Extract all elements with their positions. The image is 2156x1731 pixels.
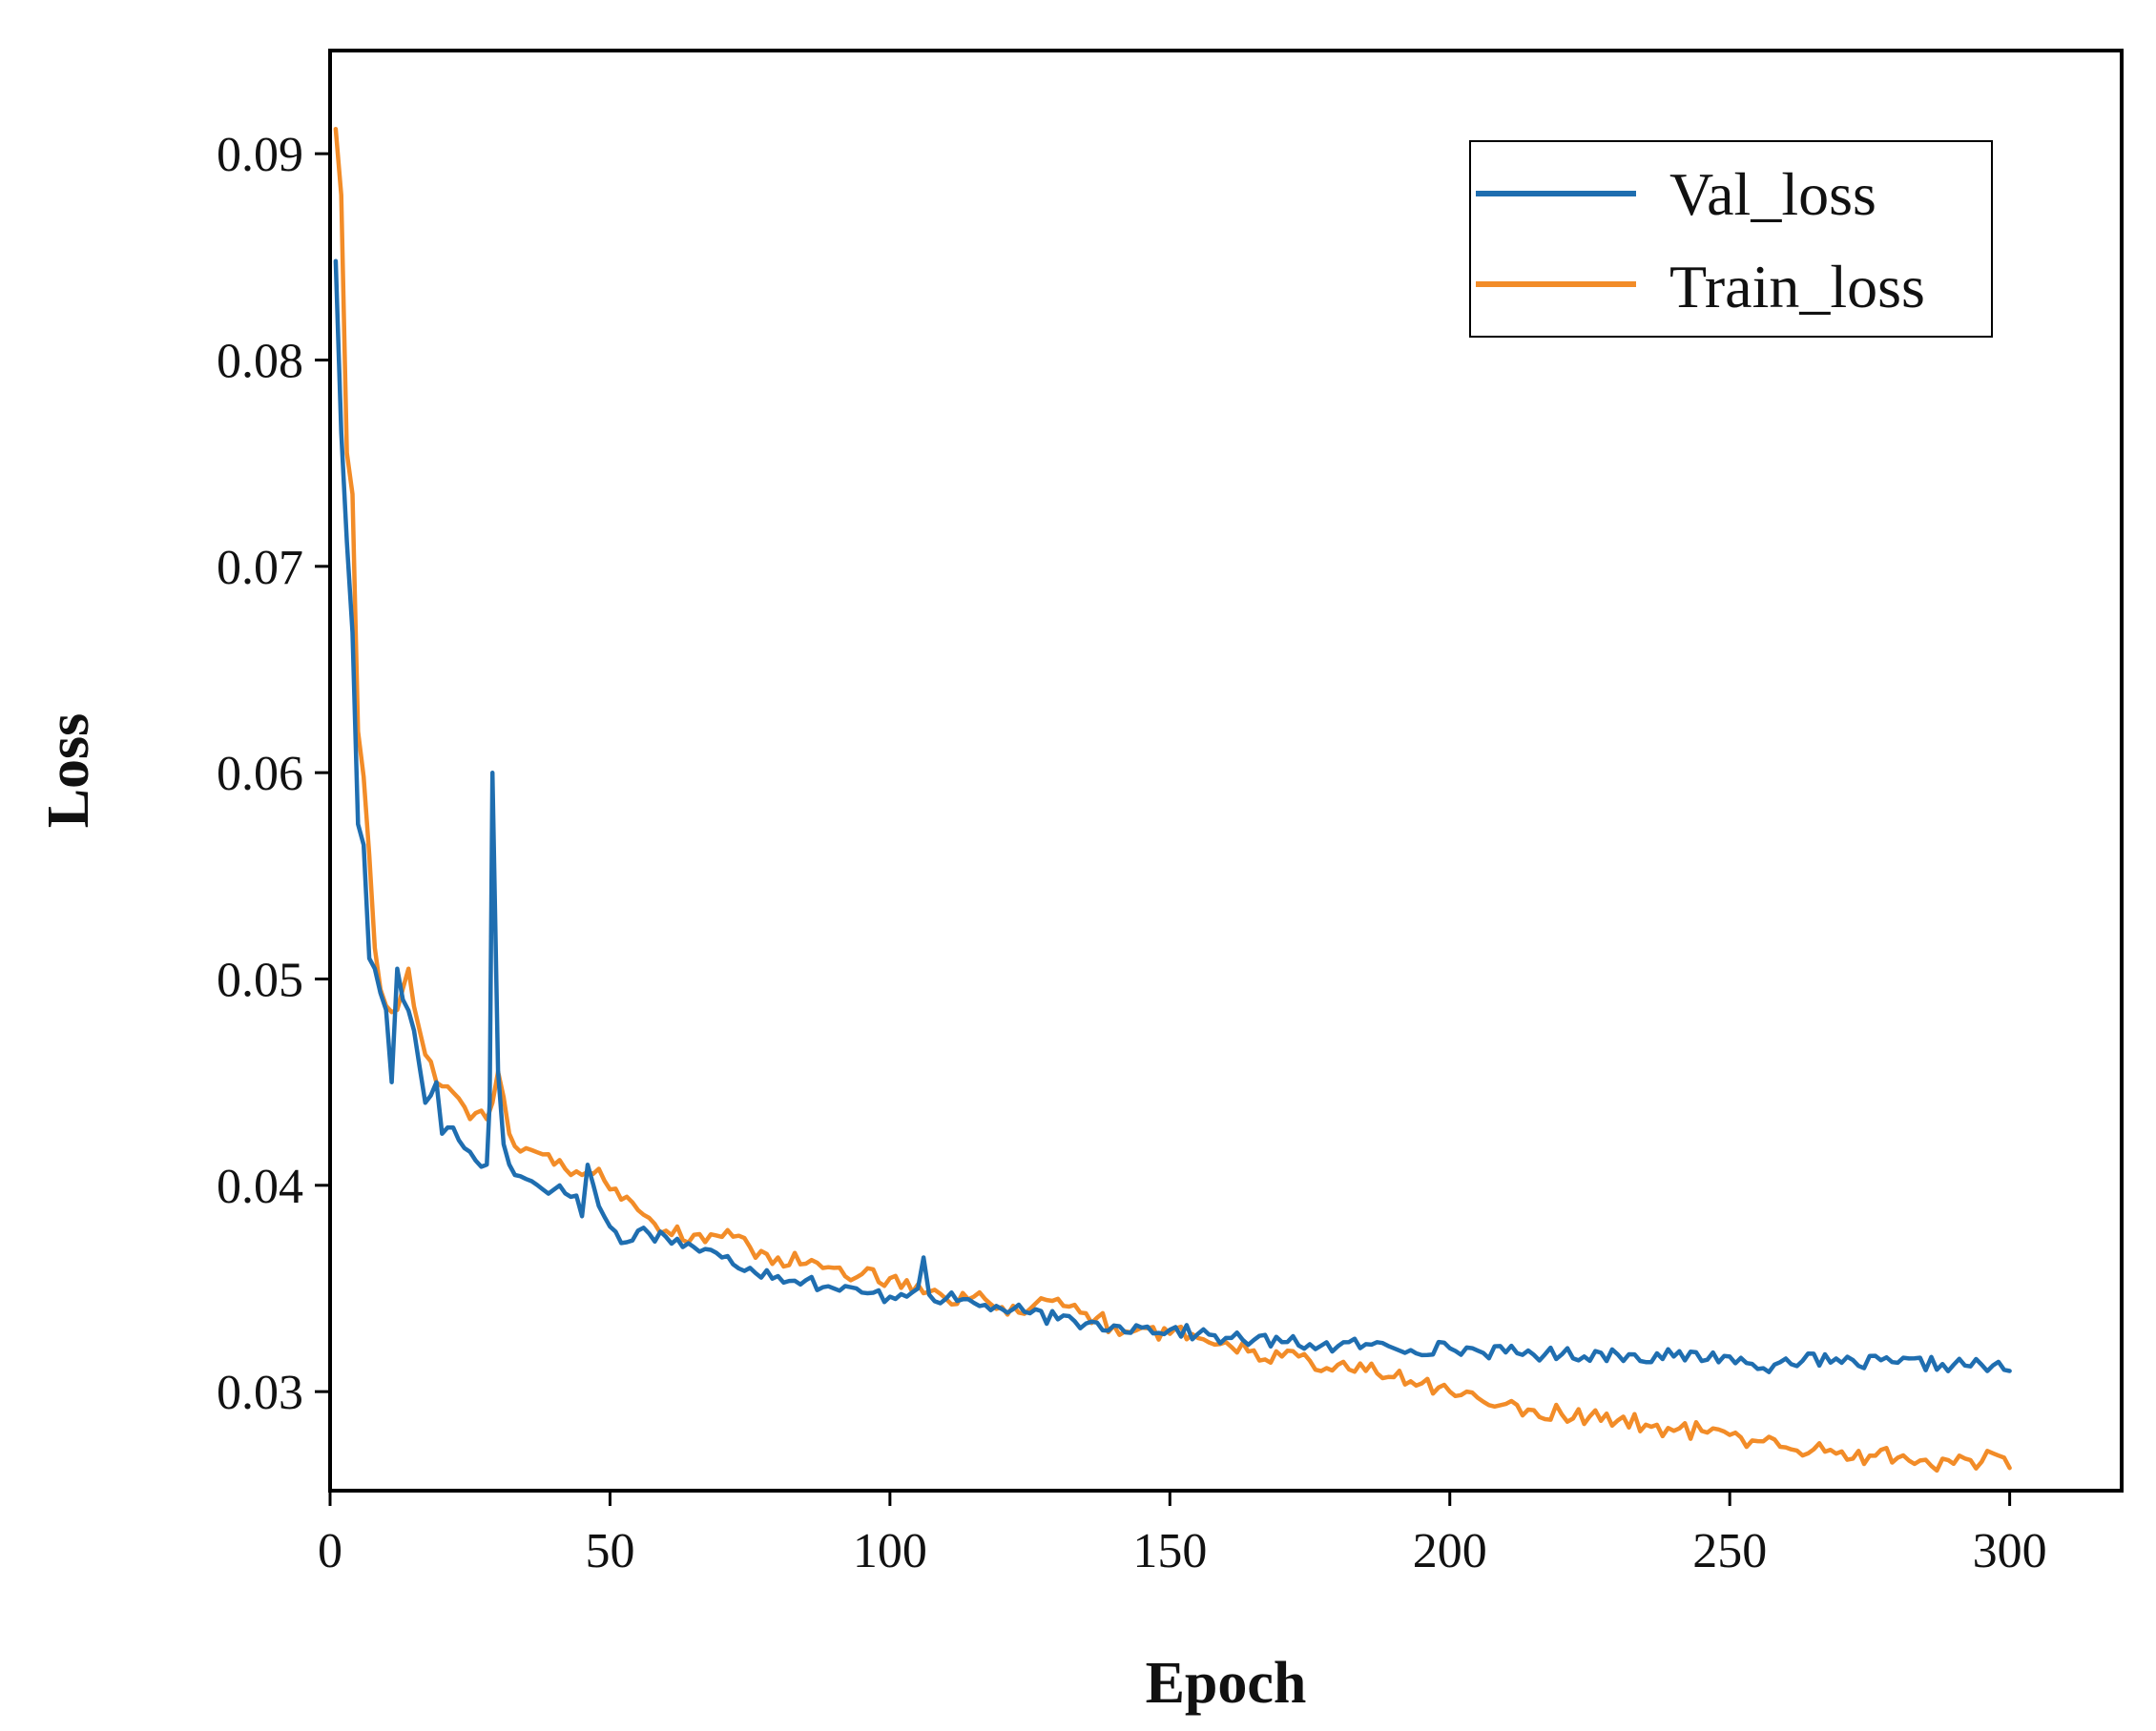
y-tick-label: 0.05	[217, 953, 303, 1007]
y-tick-label: 0.03	[217, 1366, 303, 1420]
x-tick-label: 0	[318, 1524, 342, 1578]
y-tick-label: 0.08	[217, 334, 303, 388]
x-tick-label: 100	[853, 1524, 927, 1578]
legend: Val_loss Train_loss	[1469, 140, 1993, 338]
x-tick-label: 250	[1692, 1524, 1767, 1578]
x-axis-title: Epoch	[1146, 1651, 1307, 1716]
y-axis-ticks: 0.03 0.04 0.05 0.06 0.07 0.08 0.09	[217, 128, 330, 1420]
plot-frame	[328, 49, 2124, 1493]
legend-box	[1469, 140, 1993, 338]
x-tick-label: 200	[1413, 1524, 1487, 1578]
x-axis-ticks: 0 50 100 150 200 250 300	[318, 1491, 2047, 1578]
y-axis-title: Loss	[36, 713, 101, 829]
x-tick-label: 50	[585, 1524, 634, 1578]
legend-label-train-loss: Train_loss	[1669, 253, 1925, 320]
y-tick-label: 0.06	[217, 747, 303, 801]
series-line-train-loss	[333, 126, 2012, 1473]
series-layer	[333, 126, 2012, 1473]
legend-label-val-loss: Val_loss	[1669, 160, 1876, 228]
series-line-val-loss	[333, 258, 2012, 1374]
x-tick-label: 300	[1973, 1524, 2047, 1578]
x-tick-label: 150	[1132, 1524, 1207, 1578]
y-tick-label: 0.04	[217, 1160, 303, 1214]
y-tick-label: 0.09	[217, 128, 303, 182]
y-tick-label: 0.07	[217, 541, 303, 595]
